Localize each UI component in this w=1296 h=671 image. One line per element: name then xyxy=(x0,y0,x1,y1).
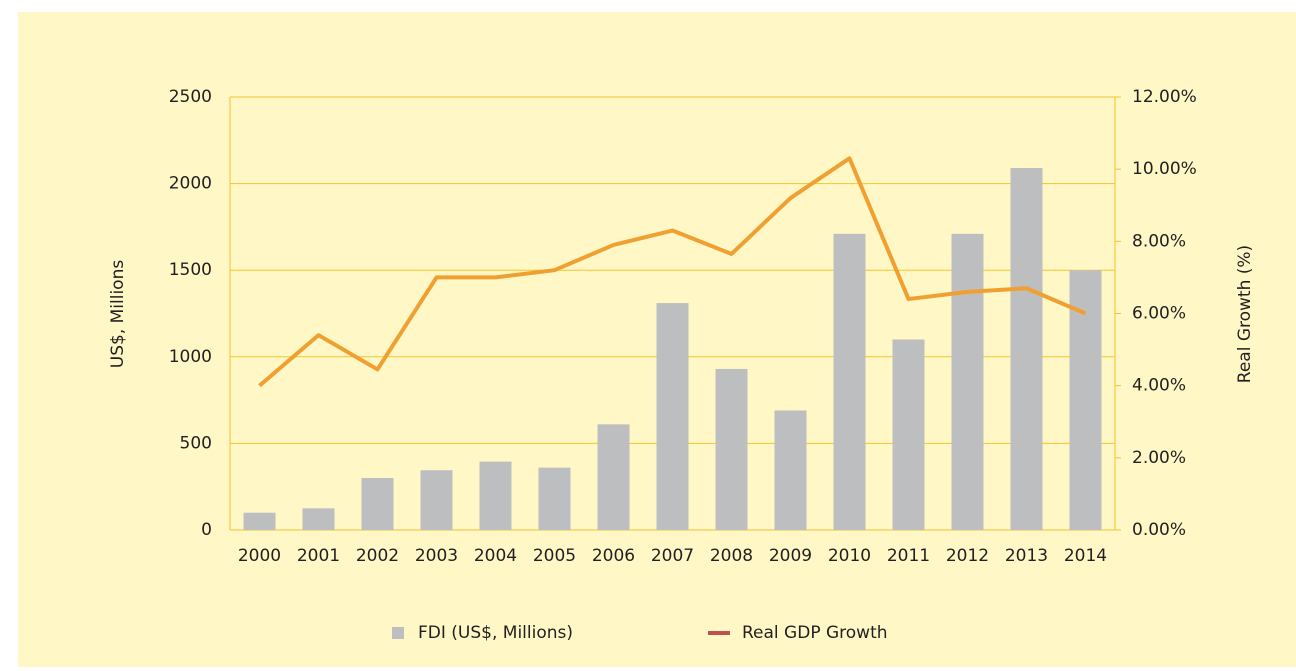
y-tick-label: 500 xyxy=(180,433,212,453)
x-tick-label: 2006 xyxy=(592,546,635,566)
y2-tick-label: 0.00% xyxy=(1132,520,1186,540)
bar xyxy=(420,470,453,530)
y-tick-label: 2500 xyxy=(169,87,212,107)
x-tick-label: 2003 xyxy=(415,546,458,566)
bar xyxy=(774,410,807,530)
x-tick-label: 2008 xyxy=(710,546,753,566)
x-tick-label: 2010 xyxy=(828,546,871,566)
y-tick-label: 1500 xyxy=(169,260,212,280)
bar xyxy=(538,467,571,530)
legend-swatch xyxy=(392,627,404,639)
x-tick-label: 2001 xyxy=(297,546,340,566)
x-tick-label: 2005 xyxy=(533,546,576,566)
bar xyxy=(302,508,335,530)
bar xyxy=(479,461,512,530)
bar xyxy=(656,303,689,530)
x-tick-label: 2004 xyxy=(474,546,517,566)
bar xyxy=(361,478,394,530)
y-tick-label: 0 xyxy=(201,520,212,540)
bar xyxy=(243,512,276,530)
y2-tick-label: 8.00% xyxy=(1132,231,1186,251)
bar xyxy=(597,424,630,530)
y2-tick-label: 10.00% xyxy=(1132,159,1197,179)
x-tick-label: 2014 xyxy=(1064,546,1107,566)
bar xyxy=(951,233,984,530)
bar xyxy=(1010,168,1043,530)
line xyxy=(258,156,1087,388)
legend-label: FDI (US$, Millions) xyxy=(418,623,573,643)
legend-label: Real GDP Growth xyxy=(742,623,888,643)
y-tick-label: 1000 xyxy=(169,347,212,367)
y2-tick-label: 12.00% xyxy=(1132,87,1197,107)
y-axis-title: US$, Millions xyxy=(108,260,128,369)
x-tick-label: 2007 xyxy=(651,546,694,566)
bar xyxy=(833,233,866,530)
y2-tick-label: 2.00% xyxy=(1132,448,1186,468)
x-tick-label: 2002 xyxy=(356,546,399,566)
x-tick-label: 2000 xyxy=(238,546,281,566)
x-tick-label: 2012 xyxy=(946,546,989,566)
bar xyxy=(892,339,925,530)
bar xyxy=(715,368,748,530)
y-tick-label: 2000 xyxy=(169,174,212,194)
x-tick-label: 2009 xyxy=(769,546,812,566)
x-tick-label: 2011 xyxy=(887,546,930,566)
y2-tick-label: 4.00% xyxy=(1132,376,1186,396)
y2-tick-label: 6.00% xyxy=(1132,304,1186,324)
x-tick-label: 2013 xyxy=(1005,546,1048,566)
y2-axis-title: Real Growth (%) xyxy=(1235,245,1255,383)
